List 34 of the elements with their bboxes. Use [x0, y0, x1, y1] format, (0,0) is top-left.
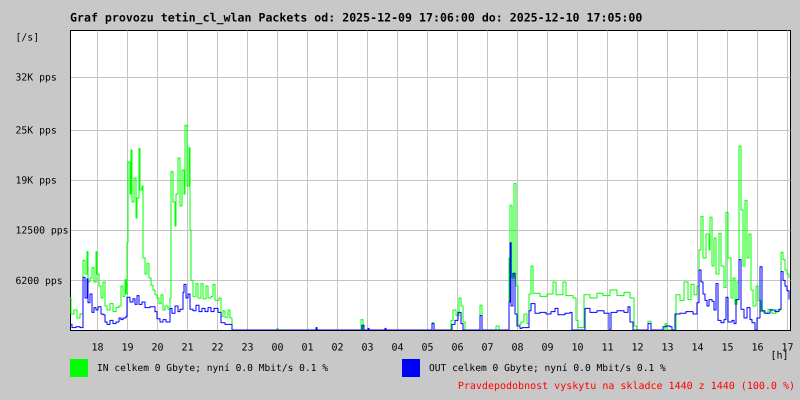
x-tick-label: 05 — [421, 342, 434, 354]
x-tick-label: 09 — [541, 342, 554, 354]
x-tick-label: 12 — [631, 342, 644, 354]
legend-label: OUT celkem 0 Gbyte; nyní 0.0 Mbit/s 0.1 % — [429, 363, 666, 374]
x-tick-label: 06 — [451, 342, 464, 354]
x-tick-label: 18 — [91, 342, 104, 354]
text: Pravdepodobnost vyskytu na skladce 1440 z 1440 (100.0 %) — [458, 381, 795, 392]
x-tick-label: 07 — [481, 342, 494, 354]
y-tick-label: 32K pps — [16, 72, 57, 84]
y-tick-label: 25K pps — [16, 126, 57, 136]
x-tick-label: 20 — [151, 342, 164, 354]
x-tick-label: 23 — [241, 342, 254, 354]
x-tick-label: 00 — [271, 342, 284, 354]
x-axis-title: [h] — [770, 350, 789, 362]
x-tick-label: 04 — [391, 342, 404, 354]
y-tick-label: 19K pps — [16, 176, 57, 186]
y-tick-label: 6200 pps — [16, 276, 63, 287]
legend-label: IN celkem 0 Gbyte; nyní 0.0 Mbit/s 0.1 % — [97, 363, 328, 374]
x-tick-label: 22 — [211, 342, 224, 354]
chart-title: Graf provozu tetin_cl_wlan Packets od: 2025-12-09 17:06:00 do: 2025-12-10 17:05:00 — [70, 10, 642, 24]
x-tick-label: 14 — [691, 342, 704, 354]
x-tick-label: 08 — [511, 342, 524, 354]
x-tick-label: 11 — [601, 342, 614, 354]
x-tick-label: 15 — [721, 342, 734, 354]
x-tick-label: 21 — [181, 342, 194, 354]
x-tick-label: 13 — [661, 342, 674, 354]
x-tick-label: 01 — [301, 342, 314, 354]
x-tick-label: 16 — [751, 342, 764, 354]
y-tick-label: 12500 pps — [16, 226, 69, 236]
x-tick-label: 02 — [331, 342, 344, 354]
x-tick-label: 19 — [121, 342, 134, 354]
x-tick-label: 03 — [361, 342, 374, 354]
y-axis-title: [/s] — [16, 32, 40, 44]
x-tick-label: 10 — [571, 342, 584, 354]
